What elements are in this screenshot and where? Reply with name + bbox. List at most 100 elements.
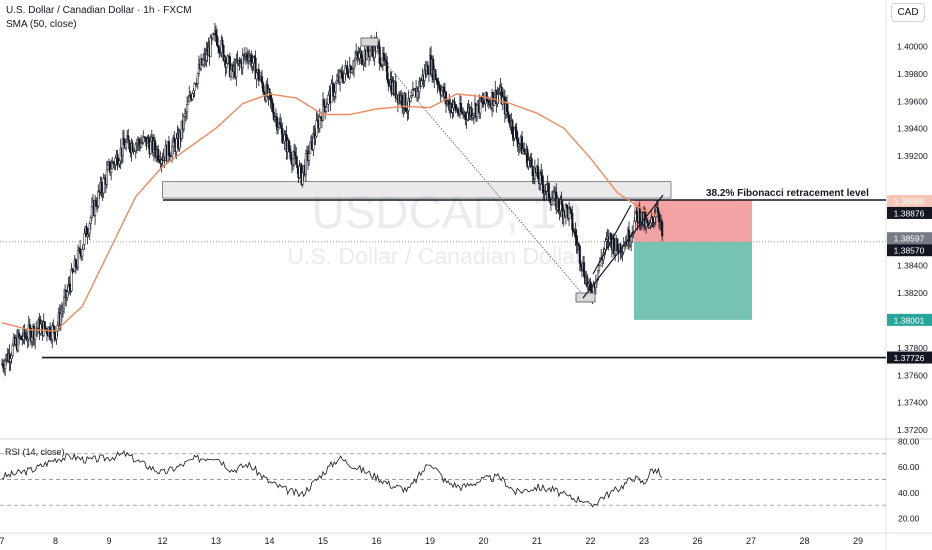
candle-body (657, 212, 661, 222)
candle-body (245, 54, 249, 59)
price-label-box (887, 206, 932, 219)
rsi-tick-label: 40.00 (898, 488, 920, 498)
candle-body (605, 239, 608, 242)
candle-body (147, 138, 150, 145)
candle-body (20, 335, 23, 340)
candle-body (369, 50, 372, 57)
candle-body (635, 210, 638, 215)
candle-body (191, 93, 194, 100)
candle-body (182, 116, 185, 130)
supply-zone[interactable] (162, 181, 672, 199)
swing-high-marker[interactable] (360, 37, 379, 47)
candle-body (127, 135, 130, 141)
candle-body (211, 33, 214, 39)
channel-trendline[interactable] (592, 204, 632, 275)
time-tick-label: 20 (478, 536, 488, 546)
dotted-leg-line[interactable] (368, 43, 586, 298)
time-tick-label: 15 (318, 536, 328, 546)
candle-body (248, 56, 251, 61)
candle-body (89, 217, 92, 224)
candle-body (63, 297, 66, 309)
candle-body (548, 197, 551, 202)
candle-body (134, 144, 137, 152)
candle-body (382, 52, 386, 61)
candle-body (614, 250, 617, 255)
rsi-title: RSI (14, close) (5, 447, 65, 457)
time-tick-label: 7 (0, 536, 5, 546)
candle-body (281, 128, 284, 143)
price-label: 1.38876 (894, 208, 925, 218)
sma-line[interactable] (1, 93, 658, 332)
candle-body (438, 84, 441, 91)
candle-body (287, 140, 290, 150)
candle-body (49, 326, 52, 338)
candle-body (386, 62, 389, 80)
candle-body (638, 207, 641, 225)
candle-body (4, 360, 7, 370)
candle-body (294, 151, 297, 157)
candle-body (82, 244, 85, 250)
candle-body (60, 310, 63, 314)
candle-body (186, 103, 189, 113)
candle-body (341, 72, 344, 79)
candle-body (560, 199, 563, 205)
candle-body (537, 166, 540, 180)
candle-body (282, 140, 285, 143)
candle-body (308, 153, 311, 161)
price-tick-label: 1.39400 (897, 124, 928, 134)
candle-body (651, 217, 654, 221)
candle-body (596, 270, 600, 281)
candle-body (214, 30, 218, 36)
time-tick-label: 22 (585, 536, 595, 546)
candle-body (187, 101, 190, 105)
candle-body (508, 114, 511, 123)
candle-body (28, 324, 31, 329)
candle-body (53, 326, 56, 334)
candle-body (251, 62, 254, 67)
candle-body (318, 116, 321, 129)
candle-body (122, 138, 126, 146)
price-tick-label: 1.38200 (897, 288, 928, 298)
candle-body (105, 169, 108, 185)
candle-body (153, 140, 157, 152)
candle-body (255, 72, 258, 80)
sma-legend: SMA (50, close) (6, 19, 77, 30)
candle-body (426, 65, 429, 75)
currency-button[interactable]: CAD (891, 3, 925, 22)
swing-low-marker[interactable] (575, 292, 596, 303)
candle-body (401, 95, 404, 108)
price-label-box (887, 244, 932, 257)
candle-body (241, 55, 244, 69)
candle-body (496, 94, 499, 104)
watermark-name: U.S. Dollar / Canadian Dollar (287, 243, 583, 269)
candle-body (304, 153, 307, 175)
candle-body (131, 142, 134, 152)
candle-body (420, 80, 423, 87)
candle-body (517, 143, 520, 147)
candle-body (646, 219, 649, 223)
price-label-box (887, 194, 932, 207)
time-tick-label: 16 (371, 536, 381, 546)
candle-body (100, 182, 103, 192)
candle-body (268, 88, 271, 94)
rising-trendline[interactable] (582, 194, 664, 299)
candle-body (598, 265, 601, 271)
candle-body (404, 92, 407, 110)
candle-body (540, 171, 543, 176)
rsi-line[interactable] (1, 450, 663, 508)
candle-body (470, 107, 473, 118)
candle-body (202, 59, 205, 66)
candle-body (436, 79, 439, 85)
candle-body (118, 160, 121, 165)
time-tick-label: 19 (425, 536, 435, 546)
candle-body (545, 184, 548, 192)
candle-body (553, 191, 556, 200)
price-tick-label: 1.39200 (897, 151, 928, 161)
candle-body (541, 175, 544, 186)
candle-body (326, 104, 329, 108)
take-profit-box[interactable] (634, 241, 752, 320)
candle-body (527, 159, 530, 167)
candle-body (343, 73, 346, 83)
candle-body (51, 325, 54, 340)
